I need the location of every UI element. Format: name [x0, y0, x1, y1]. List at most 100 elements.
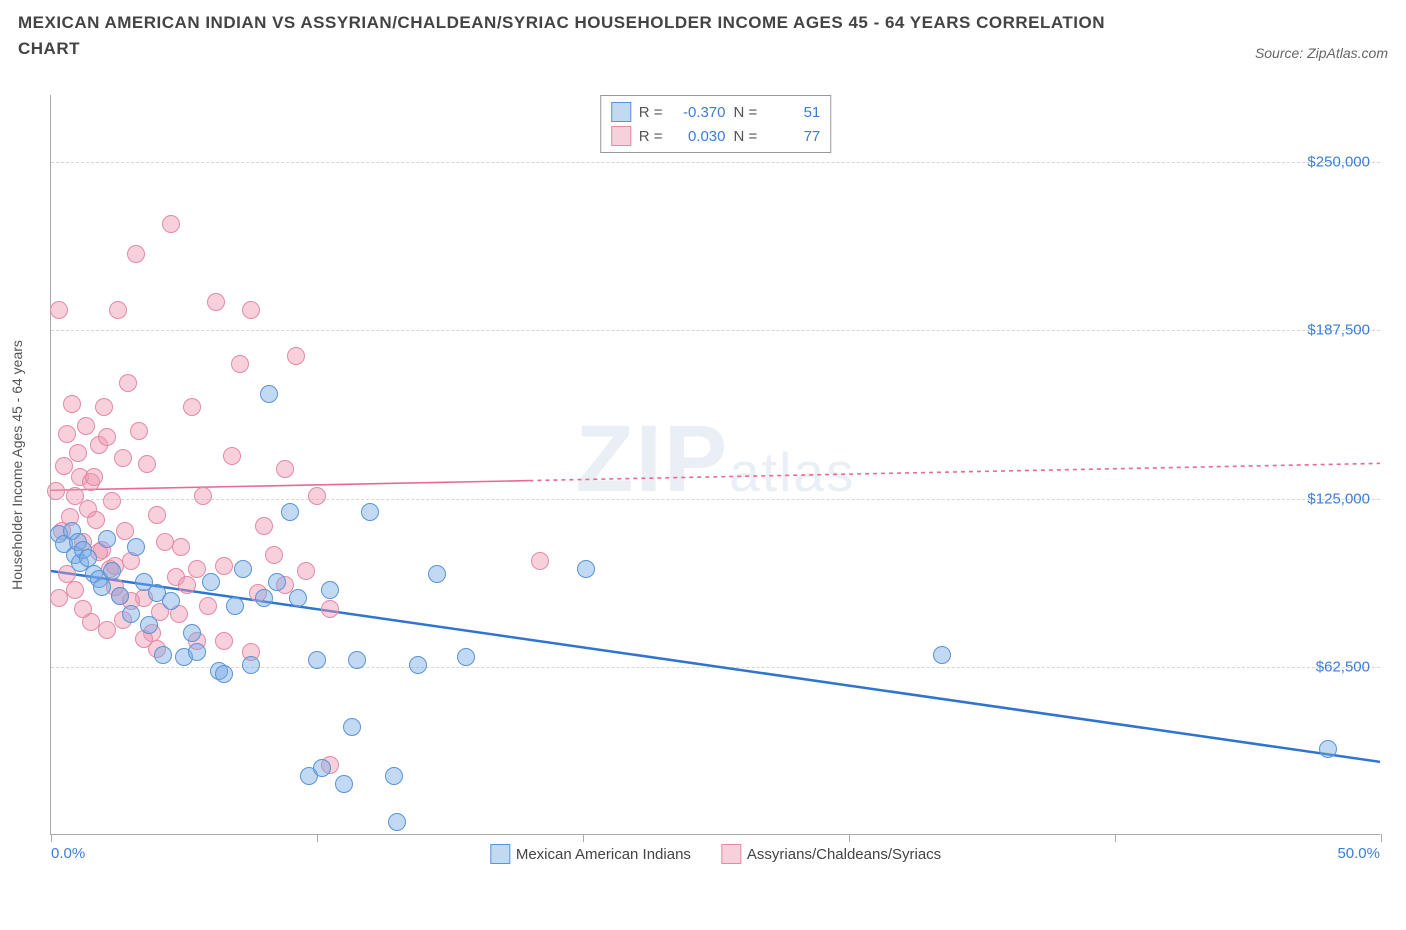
- data-point: [103, 562, 121, 580]
- data-point: [388, 813, 406, 831]
- x-tick: [317, 834, 318, 842]
- data-point: [255, 589, 273, 607]
- r-value-2: 0.030: [671, 128, 726, 145]
- data-point: [268, 573, 286, 591]
- data-point: [183, 398, 201, 416]
- series-name-1: Mexican American Indians: [516, 846, 691, 863]
- data-point: [226, 597, 244, 615]
- data-point: [194, 487, 212, 505]
- data-point: [242, 301, 260, 319]
- data-point: [140, 616, 158, 634]
- data-point: [215, 665, 233, 683]
- data-point: [127, 245, 145, 263]
- data-point: [361, 503, 379, 521]
- data-point: [223, 447, 241, 465]
- data-point: [154, 646, 172, 664]
- data-point: [77, 417, 95, 435]
- data-point: [122, 605, 140, 623]
- data-point: [297, 562, 315, 580]
- n-label: N =: [734, 128, 758, 145]
- source-attribution: Source: ZipAtlas.com: [1255, 45, 1388, 61]
- data-point: [308, 651, 326, 669]
- data-point: [111, 587, 129, 605]
- data-point: [119, 374, 137, 392]
- data-point: [47, 482, 65, 500]
- legend-item-1: Mexican American Indians: [490, 844, 691, 864]
- x-tick: [583, 834, 584, 842]
- data-point: [409, 656, 427, 674]
- data-point: [577, 560, 595, 578]
- data-point: [199, 597, 217, 615]
- data-point: [116, 522, 134, 540]
- data-point: [1319, 740, 1337, 758]
- data-point: [87, 511, 105, 529]
- data-point: [276, 460, 294, 478]
- data-point: [138, 455, 156, 473]
- data-point: [287, 347, 305, 365]
- data-point: [183, 624, 201, 642]
- data-point: [172, 538, 190, 556]
- data-point: [255, 517, 273, 535]
- data-point: [313, 759, 331, 777]
- data-point: [234, 560, 252, 578]
- data-point: [130, 422, 148, 440]
- r-label: R =: [639, 128, 663, 145]
- data-point: [308, 487, 326, 505]
- legend-stats-row-1: R = -0.370 N = 51: [611, 100, 821, 124]
- data-point: [98, 530, 116, 548]
- n-value-2: 77: [765, 128, 820, 145]
- data-point: [55, 457, 73, 475]
- legend-item-2: Assyrians/Chaldeans/Syriacs: [721, 844, 941, 864]
- legend-swatch-1: [611, 102, 631, 122]
- data-point: [202, 573, 220, 591]
- data-point: [385, 767, 403, 785]
- source-name: ZipAtlas.com: [1307, 45, 1388, 61]
- legend-swatch-bottom-1: [490, 844, 510, 864]
- data-point: [69, 444, 87, 462]
- data-point: [66, 581, 84, 599]
- r-value-1: -0.370: [671, 104, 726, 121]
- legend-stats: R = -0.370 N = 51 R = 0.030 N = 77: [600, 95, 832, 153]
- data-point: [215, 632, 233, 650]
- data-point: [321, 600, 339, 618]
- n-value-1: 51: [765, 104, 820, 121]
- data-point: [531, 552, 549, 570]
- y-axis-title: Householder Income Ages 45 - 64 years: [9, 340, 25, 590]
- x-tick: [1115, 834, 1116, 842]
- x-tick: [1381, 834, 1382, 842]
- data-point: [231, 355, 249, 373]
- data-point: [162, 215, 180, 233]
- data-point: [281, 503, 299, 521]
- x-tick: [51, 834, 52, 842]
- r-label: R =: [639, 104, 663, 121]
- legend-series: Mexican American Indians Assyrians/Chald…: [490, 844, 941, 864]
- data-point: [343, 718, 361, 736]
- source-prefix: Source:: [1255, 45, 1307, 61]
- x-axis-max-label: 50.0%: [1337, 845, 1380, 862]
- data-point: [85, 468, 103, 486]
- data-point: [178, 576, 196, 594]
- legend-stats-row-2: R = 0.030 N = 77: [611, 124, 821, 148]
- scatter-chart: Householder Income Ages 45 - 64 years $6…: [50, 95, 1380, 835]
- series-name-2: Assyrians/Chaldeans/Syriacs: [747, 846, 941, 863]
- n-label: N =: [734, 104, 758, 121]
- data-point: [335, 775, 353, 793]
- header: MEXICAN AMERICAN INDIAN VS ASSYRIAN/CHAL…: [0, 0, 1406, 61]
- data-point: [95, 398, 113, 416]
- legend-swatch-bottom-2: [721, 844, 741, 864]
- data-point: [289, 589, 307, 607]
- data-point: [260, 385, 278, 403]
- data-point: [265, 546, 283, 564]
- data-point: [933, 646, 951, 664]
- data-point: [428, 565, 446, 583]
- data-point: [207, 293, 225, 311]
- data-point: [321, 581, 339, 599]
- data-point: [58, 425, 76, 443]
- data-point: [50, 301, 68, 319]
- data-point: [148, 506, 166, 524]
- data-point: [348, 651, 366, 669]
- data-point: [162, 592, 180, 610]
- data-point: [63, 395, 81, 413]
- chart-title: MEXICAN AMERICAN INDIAN VS ASSYRIAN/CHAL…: [18, 10, 1118, 61]
- points-layer: [51, 95, 1380, 834]
